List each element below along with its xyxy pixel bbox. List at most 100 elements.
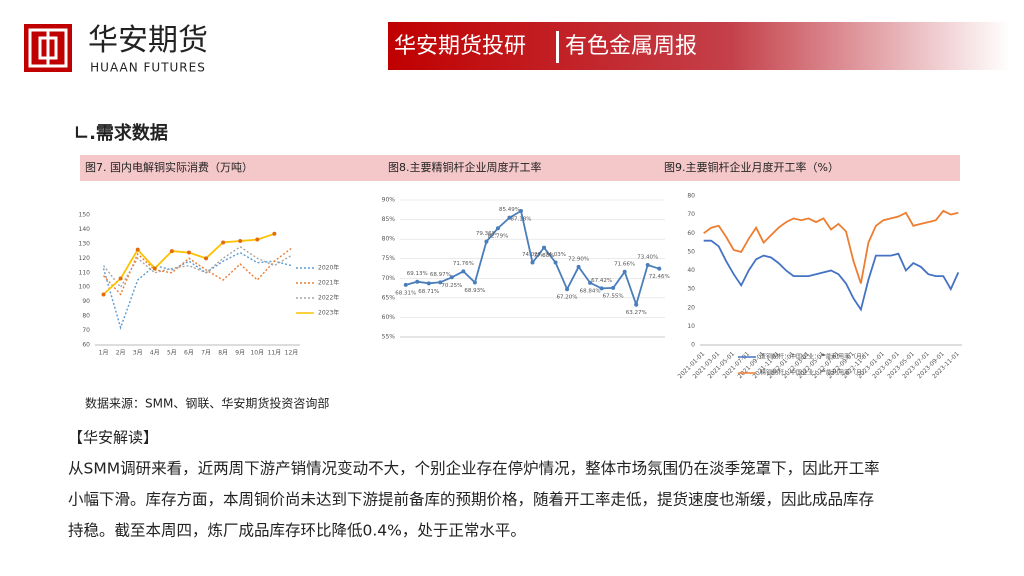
- legend-label: 2022年: [318, 294, 339, 302]
- y-tick-label: 90%: [382, 197, 396, 204]
- series-line: [102, 247, 292, 296]
- y-tick-label: 90: [82, 298, 90, 305]
- point: [255, 237, 260, 242]
- point: [611, 285, 616, 290]
- value-label: 72.46%: [649, 274, 670, 280]
- y-tick-label: 20: [687, 304, 695, 311]
- value-label: 74.03%: [545, 252, 566, 258]
- y-tick-label: 100: [79, 284, 91, 291]
- point: [518, 209, 523, 214]
- y-tick-label: 10: [687, 323, 695, 330]
- value-label: 67.42%: [591, 278, 612, 284]
- point: [449, 275, 454, 280]
- value-label: 87.18%: [510, 217, 531, 223]
- y-tick-label: 150: [79, 212, 91, 219]
- series-line: [102, 232, 275, 296]
- logo: 华安期货 HUAAN FUTURES: [24, 23, 208, 75]
- y-tick-label: 130: [79, 240, 91, 247]
- source: 数据来源：SMM、钢联、华安期货投资咨询部: [85, 396, 329, 411]
- x-tick-label: 10月: [250, 350, 264, 357]
- point: [542, 245, 547, 250]
- value-label: 77.83%: [534, 253, 555, 259]
- point: [530, 260, 535, 265]
- y-tick-label: 75%: [382, 255, 396, 262]
- legend-label: 2020年: [318, 264, 339, 272]
- legend-label: 2023年: [318, 309, 339, 317]
- point: [576, 264, 581, 269]
- value-label: 73.40%: [637, 254, 658, 260]
- y-tick-label: 50: [687, 248, 695, 255]
- y-tick-label: 0: [691, 342, 695, 349]
- value-label: 68.93%: [464, 288, 485, 294]
- legend-label: 精铜制杆：中国企业：产能利用率（月）: [760, 369, 868, 377]
- x-tick-label: 9月: [235, 350, 245, 357]
- y-tick-label: 80%: [382, 236, 396, 243]
- value-label: 68.97%: [430, 272, 451, 278]
- point: [186, 250, 191, 255]
- point: [622, 269, 627, 274]
- point: [415, 279, 420, 284]
- x-tick-label: 7月: [201, 350, 211, 357]
- value-label: 67.55%: [603, 293, 624, 299]
- value-label: 72.90%: [568, 256, 589, 262]
- value-label: 67.20%: [557, 295, 578, 301]
- x-tick-label: 8月: [218, 350, 228, 357]
- point: [426, 281, 431, 286]
- x-tick-label: 1月: [99, 350, 109, 357]
- y-tick-label: 70: [687, 211, 695, 218]
- point: [272, 231, 277, 236]
- y-tick-label: 140: [79, 226, 91, 233]
- y-tick-label: 60: [687, 230, 695, 237]
- banner: [388, 22, 1010, 70]
- x-tick-label: 5月: [167, 350, 177, 357]
- x-tick-label: 4月: [150, 350, 160, 357]
- banner-divider: [556, 31, 559, 63]
- value-label: 85.49%: [499, 207, 520, 213]
- point: [101, 292, 106, 297]
- point: [553, 260, 558, 265]
- point: [152, 266, 157, 271]
- logo-en: HUAAN FUTURES: [90, 61, 206, 75]
- point: [645, 262, 650, 267]
- point: [204, 256, 209, 261]
- y-tick-label: 65%: [382, 294, 396, 301]
- x-tick-label: 12月: [285, 350, 299, 357]
- banner-right: 有色金属周报: [565, 34, 697, 59]
- value-label: 68.31%: [395, 290, 416, 296]
- point: [588, 280, 593, 285]
- point: [238, 239, 243, 243]
- point: [507, 215, 512, 220]
- caption-bar: [80, 155, 960, 181]
- value-label: 68.84%: [580, 288, 601, 294]
- point: [472, 280, 477, 285]
- value-label: 63.27%: [626, 310, 647, 316]
- point: [657, 266, 662, 271]
- value-label: 71.76%: [453, 261, 474, 267]
- y-tick-label: 70%: [382, 275, 396, 282]
- point: [403, 282, 408, 287]
- value-label: 71.66%: [614, 261, 635, 267]
- point: [599, 286, 604, 291]
- y-tick-label: 80: [687, 193, 695, 200]
- y-tick-label: 80: [82, 313, 90, 320]
- point: [221, 240, 226, 245]
- y-tick-label: 60: [82, 342, 90, 349]
- value-label: 82.79%: [487, 234, 508, 240]
- point: [118, 276, 123, 281]
- point: [565, 287, 570, 292]
- point: [495, 226, 500, 231]
- value-label: 79.36%: [476, 231, 497, 237]
- point: [484, 239, 489, 244]
- series-line: [703, 239, 960, 312]
- legend-label: 废铜制杆：中国企业：产能利用率（月）: [760, 353, 868, 361]
- series-line: [703, 209, 959, 284]
- comment-line: 小幅下滑。库存方面，本周铜价尚未达到下游提前备库的预期价格，随着开工率走低，提货…: [68, 491, 874, 509]
- comment-line: 持稳。截至本周四，炼厂成品库存环比降低0.4%，处于正常水平。: [68, 522, 526, 540]
- point: [169, 249, 174, 254]
- x-tick-label: 3月: [133, 350, 143, 357]
- value-label: 69.13%: [407, 271, 428, 277]
- y-tick-label: 120: [79, 255, 91, 262]
- point: [634, 302, 639, 307]
